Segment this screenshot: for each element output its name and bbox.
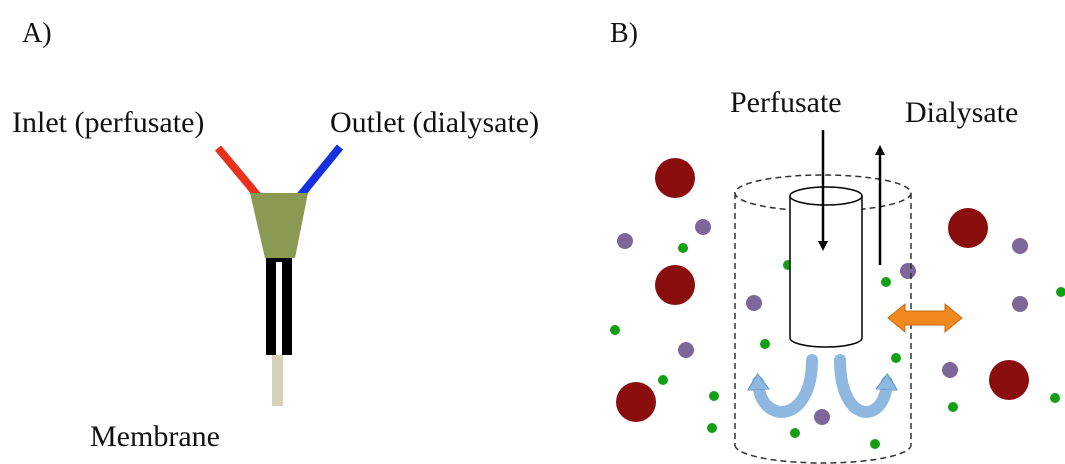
probe: [214, 144, 344, 406]
perfusate-label: Perfusate: [730, 86, 842, 119]
panel-label: A): [22, 18, 52, 49]
inlet-label: Inlet (perfusate): [12, 106, 204, 139]
probe-tube: [789, 186, 863, 348]
molecules: [610, 158, 1065, 449]
panel-label: B): [610, 18, 638, 49]
membrane-label: Membrane: [90, 420, 220, 453]
exchange-arrow: [887, 302, 963, 334]
flow-arrows: [758, 354, 887, 418]
dialysate-label: Dialysate: [905, 96, 1018, 129]
outlet-label: Outlet (dialysate): [330, 106, 539, 139]
